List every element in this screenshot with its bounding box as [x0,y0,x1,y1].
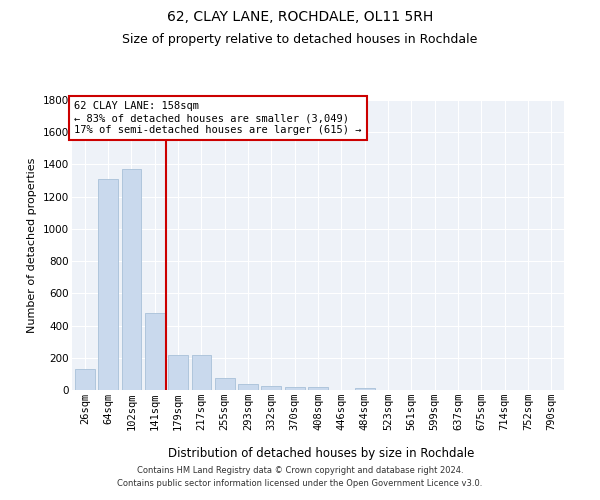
Text: Distribution of detached houses by size in Rochdale: Distribution of detached houses by size … [168,448,474,460]
Bar [145,312,164,390]
Bar [215,378,235,390]
Bar [262,386,281,390]
Bar [122,170,142,390]
Bar [98,179,118,390]
Text: Contains HM Land Registry data © Crown copyright and database right 2024.
Contai: Contains HM Land Registry data © Crown c… [118,466,482,487]
Bar [191,354,211,390]
Text: 62, CLAY LANE, ROCHDALE, OL11 5RH: 62, CLAY LANE, ROCHDALE, OL11 5RH [167,10,433,24]
Bar [285,387,305,390]
Text: 62 CLAY LANE: 158sqm
← 83% of detached houses are smaller (3,049)
17% of semi-de: 62 CLAY LANE: 158sqm ← 83% of detached h… [74,102,362,134]
Bar [168,354,188,390]
Bar [308,387,328,390]
Bar [75,369,95,390]
Bar [355,388,374,390]
Bar [238,384,258,390]
Y-axis label: Number of detached properties: Number of detached properties [28,158,37,332]
Text: Size of property relative to detached houses in Rochdale: Size of property relative to detached ho… [122,32,478,46]
